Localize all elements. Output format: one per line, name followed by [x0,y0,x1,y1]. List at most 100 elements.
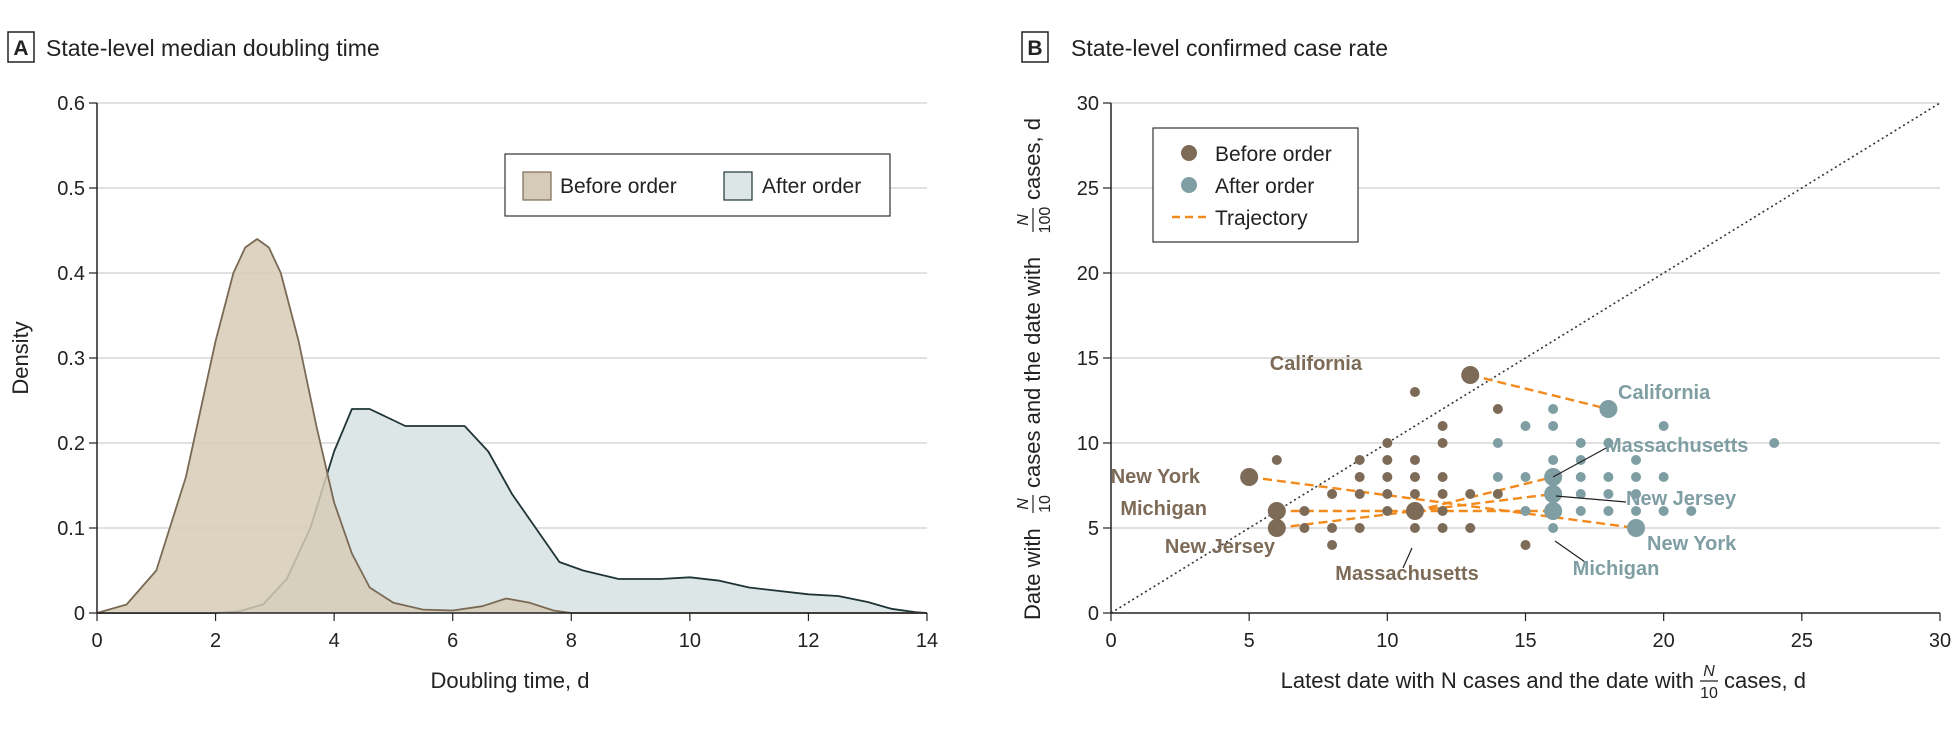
x-tick-label: 0 [1105,630,1116,652]
trajectory-line [1276,492,1554,530]
legend-label-trajectory: Trajectory [1215,207,1308,230]
x-tick-label: 6 [447,630,458,652]
x-tick-label: 30 [1929,630,1951,652]
panel-b-legend: Before order After order Trajectory [1152,127,1359,243]
y-tick-label: 25 [1077,178,1099,200]
after-point [1520,506,1531,516]
before-point [1437,523,1448,533]
y-label-frac1-den: 10 [1037,495,1054,513]
x-tick-label: 14 [916,630,938,652]
before-point [1382,506,1393,516]
after-point [1631,506,1642,516]
leader-line [1554,540,1586,563]
panel-b: B State-level confirmed case rate 0 5 10 15… [1015,31,1951,702]
panel-b-trajectories [1249,373,1637,530]
leader-line [1552,446,1609,478]
legend-marker-after-order [1181,177,1197,193]
x-tick-label: 12 [797,630,819,652]
panel-b-title: State-level confirmed case rate [1071,35,1388,61]
before-point [1354,489,1365,499]
panel-b-letter: B [1027,37,1042,60]
before-point-highlighted [1461,366,1480,384]
after-point [1658,472,1669,482]
state-label-before-new-jersey: New Jersey [1165,536,1276,558]
panel-b-state-labels: California California Massachusetts Massach… [1111,353,1749,585]
panel-a-letter: A [13,37,28,60]
leader-line [1555,495,1627,503]
x-label-text-before: Latest date with N cases and the date wi… [1281,668,1694,693]
after-point [1548,404,1559,414]
before-point-highlighted [1240,468,1259,486]
before-point [1354,523,1365,533]
y-tick-label: 0.6 [57,93,85,115]
before-point [1354,472,1365,482]
after-point [1603,438,1614,448]
y-tick-label: 5 [1088,518,1099,540]
before-point [1409,455,1420,465]
panel-b-y-axis-label: Date with N 10 cases and the date with N… [1015,118,1054,620]
before-point [1465,523,1476,533]
after-point [1492,438,1503,448]
before-point [1299,506,1310,516]
y-tick-label: 30 [1077,93,1099,115]
y-tick-label: 0 [1088,603,1099,625]
y-tick-label: 20 [1077,263,1099,285]
legend-swatch-after-order [723,171,753,201]
panel-b-y-tick-labels: 0 5 10 15 20 25 30 [1077,93,1111,625]
before-point [1327,489,1338,499]
before-point [1437,506,1448,516]
legend-swatch-before-order [522,171,552,201]
after-point [1548,523,1559,533]
before-point [1409,523,1420,533]
panel-a-x-tick-labels: 0 2 4 6 8 10 12 14 [91,613,938,652]
before-point [1492,489,1503,499]
after-point [1575,489,1586,499]
before-point [1437,489,1448,499]
y-tick-label: 10 [1077,433,1099,455]
y-tick-label: 0.5 [57,178,85,200]
panel-a-y-tick-labels: 0 0.1 0.2 0.3 0.4 0.5 0.6 [57,93,97,625]
panel-a-letter-box [7,31,35,63]
after-point [1575,506,1586,516]
after-point [1603,472,1614,482]
leader-line [1402,547,1413,569]
before-point [1520,540,1531,550]
before-point [1382,438,1393,448]
panel-a-density-curves [96,238,928,614]
y-label-text-2: cases and the date with [1020,257,1045,488]
before-point [1327,540,1338,550]
before-point [1409,387,1420,397]
legend-label-after-order: After order [762,175,861,198]
y-label-text-3: cases, d [1020,118,1045,200]
panel-b-identity-diagonal [1110,102,1941,614]
y-tick-label: 0.3 [57,348,85,370]
after-point [1520,472,1531,482]
x-tick-label: 5 [1244,630,1255,652]
y-tick-label: 0 [74,603,85,625]
panel-b-x-axis-label: Latest date with N cases and the date wi… [1281,663,1806,702]
panel-a-legend: Before order After order [504,153,891,217]
after-point [1631,455,1642,465]
panel-b-label-leaders [1402,446,1627,569]
after-point [1603,506,1614,516]
after-point [1631,472,1642,482]
legend-label-before-order: Before order [560,175,677,198]
y-tick-label: 0.2 [57,433,85,455]
before-point [1271,455,1282,465]
state-label-before-massachusetts: Massachusetts [1335,563,1478,585]
state-label-after-california: California [1618,382,1711,404]
x-label-frac-den: 10 [1700,685,1718,702]
panel-b-letter-box [1021,31,1049,63]
legend-label-before: Before order [1215,143,1332,166]
before-point [1409,489,1420,499]
y-tick-label: 0.1 [57,518,85,540]
before-point-highlighted [1267,519,1286,537]
panel-a-legend-frame [504,153,891,217]
state-label-after-massachusetts: Massachusetts [1605,435,1748,457]
y-label-text-1: Date with [1020,528,1045,620]
state-label-after-michigan: Michigan [1573,558,1660,580]
before-point [1382,472,1393,482]
after-point [1603,489,1614,499]
after-point [1520,421,1531,431]
y-label-frac2-num: N [1015,214,1032,226]
